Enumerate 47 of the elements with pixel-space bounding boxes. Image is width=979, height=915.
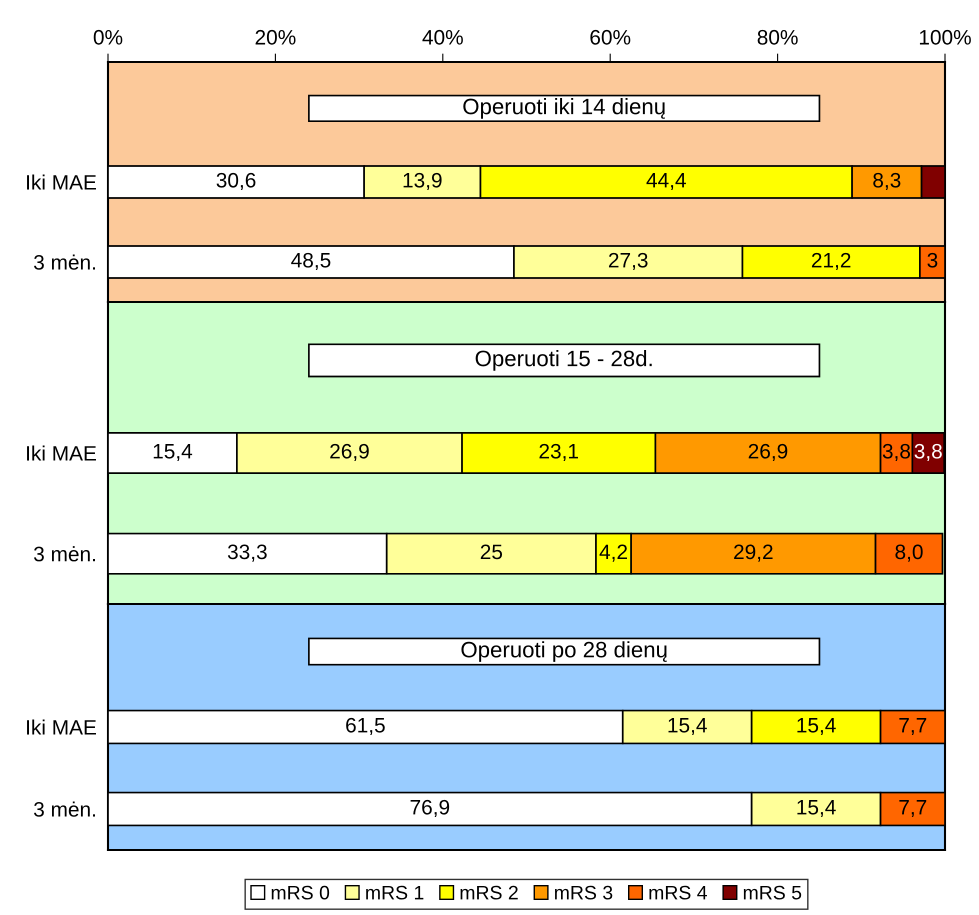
legend-label: mRS 1 — [366, 886, 424, 900]
data-label: 27,3 — [608, 252, 648, 270]
y-tick-label: Iki MAE — [27, 719, 96, 735]
data-label: 44,4 — [646, 173, 686, 190]
data-label: 3 — [927, 252, 938, 268]
data-label: 25 — [480, 544, 502, 560]
x-tick-label: 40% — [422, 30, 463, 45]
data-label: 8,3 — [873, 172, 900, 190]
data-label: 21,2 — [812, 252, 850, 270]
x-tick-label: 100% — [920, 30, 971, 45]
data-label: 4,2 — [600, 544, 627, 562]
data-label: 8,0 — [895, 544, 923, 562]
data-label: 29,2 — [734, 544, 773, 562]
data-label: 7,7 — [899, 800, 926, 818]
data-label: 15,4 — [797, 718, 836, 736]
legend-label: mRS 3 — [555, 886, 612, 900]
data-label: 7,7 — [899, 718, 926, 736]
data-label: 30,6 — [216, 172, 256, 190]
legend-label: mRS 2 — [460, 886, 518, 900]
band-label: Operuoti iki 14 dienų — [463, 98, 665, 119]
x-tick-label: 0% — [94, 30, 122, 45]
data-label: 48,5 — [291, 252, 330, 270]
band-label: Operuoti 15 - 28d. — [476, 350, 652, 371]
data-label: 3,8 — [882, 444, 910, 462]
y-tick-label: Iki MAE — [27, 174, 96, 190]
y-tick-label: Iki MAE — [27, 445, 96, 461]
data-label: 61,5 — [346, 718, 385, 736]
data-label: 13,9 — [404, 172, 442, 190]
data-label: 3,8 — [914, 444, 942, 462]
data-label: 26,9 — [748, 444, 788, 462]
data-label: 15,4 — [797, 800, 836, 818]
data-label: 23,1 — [540, 444, 578, 462]
legend-label: mRS 4 — [649, 886, 707, 900]
y-tick-label: 3 mėn. — [34, 254, 95, 270]
legend-label: mRS 0 — [272, 886, 330, 900]
y-tick-label: 3 mėn. — [34, 546, 95, 562]
data-label: 33,3 — [228, 544, 267, 562]
data-label: 15,4 — [154, 444, 192, 462]
x-tick-label: 80% — [758, 30, 798, 45]
x-tick-label: 60% — [590, 30, 630, 45]
legend-label: mRS 5 — [744, 886, 802, 900]
data-label: 76,9 — [410, 800, 450, 818]
band-label: Operuoti po 28 dienų — [461, 641, 667, 662]
data-label: 15,4 — [668, 718, 707, 736]
y-tick-label: 3 mėn. — [34, 801, 95, 817]
x-tick-label: 20% — [256, 30, 296, 45]
data-label: 26,9 — [330, 444, 369, 462]
